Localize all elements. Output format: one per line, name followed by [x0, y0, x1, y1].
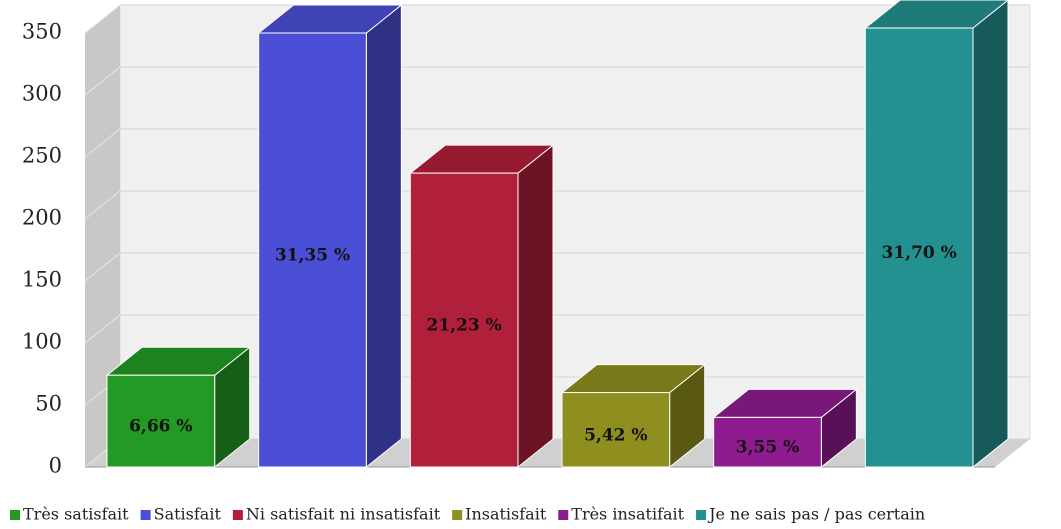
data-label: 5,42 % — [584, 425, 647, 445]
legend-swatch — [140, 510, 151, 520]
y-tick-label: 200 — [22, 206, 62, 230]
data-label: 31,70 % — [882, 243, 957, 263]
y-tick-label: 300 — [22, 82, 62, 106]
legend-swatch — [696, 510, 707, 520]
bar — [713, 416, 822, 468]
bar-side — [972, 0, 1009, 469]
legend-swatch — [452, 510, 463, 520]
data-label: 31,35 % — [275, 246, 350, 266]
bar — [106, 374, 216, 468]
data-label: 3,55 % — [736, 438, 799, 458]
legend-label: Ni satisfait ni insatisfait — [246, 505, 441, 524]
bar — [864, 27, 974, 468]
legend-label: Je ne sais pas / pas certain — [707, 505, 925, 524]
grid-line-side — [84, 128, 121, 158]
data-label: 21,23 % — [427, 316, 502, 336]
bar — [258, 32, 367, 468]
y-tick-label: 100 — [22, 330, 62, 354]
side-wall — [85, 5, 120, 467]
y-tick-label: 150 — [22, 268, 62, 292]
data-label: 6,66 % — [129, 417, 192, 437]
y-tick-label: 50 — [35, 392, 62, 416]
legend-label: Satisfait — [154, 505, 222, 524]
grid-line-side — [84, 314, 121, 344]
bar — [561, 392, 671, 468]
y-tick-label: 350 — [22, 20, 62, 44]
bar-side — [517, 144, 554, 469]
legend-swatch — [232, 510, 243, 520]
y-tick-label: 0 — [49, 454, 62, 478]
bar-side — [365, 3, 402, 469]
grid-line-side — [84, 252, 121, 282]
legend-swatch — [558, 510, 569, 520]
grid-line-side — [84, 190, 121, 220]
grid-line-side — [84, 4, 121, 34]
legend-label: Insatisfait — [465, 505, 547, 524]
bar — [409, 172, 519, 468]
legend-swatch — [10, 510, 20, 520]
legend-label: Très satisfait — [23, 505, 129, 524]
y-tick-label: 250 — [22, 144, 62, 168]
legend-label: Très insatifait — [571, 505, 684, 524]
grid-line-side — [84, 66, 121, 96]
